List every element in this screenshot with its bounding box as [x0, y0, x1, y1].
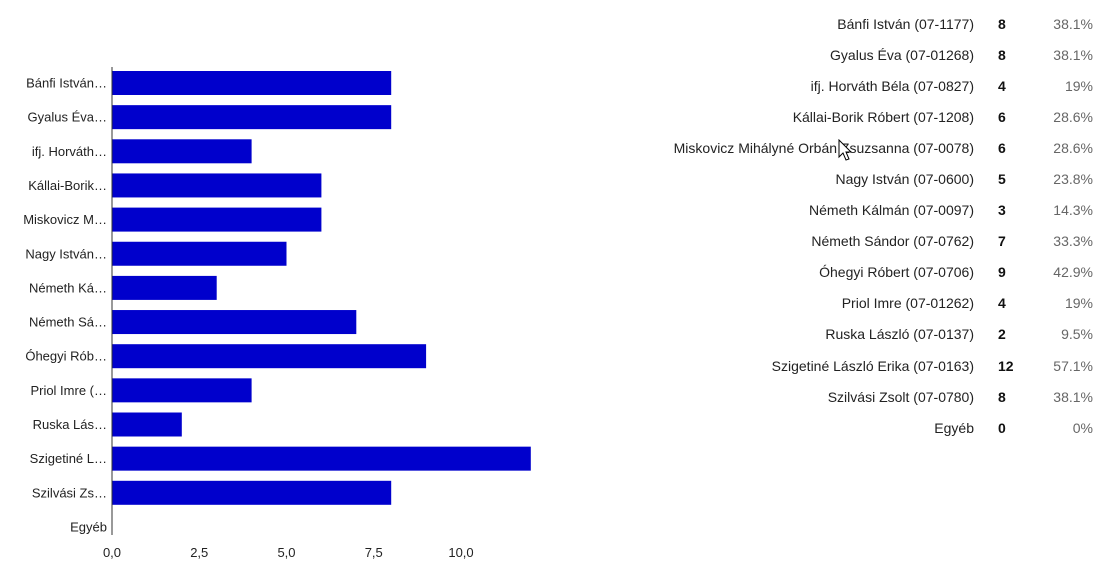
- summary-count: 6: [998, 108, 1006, 125]
- summary-count: 4: [998, 77, 1006, 94]
- bar: [112, 207, 322, 232]
- summary-count: 8: [998, 15, 1006, 32]
- summary-row: Németh Kálmán (07-0097) 3 14.3%: [560, 195, 1099, 226]
- summary-name: Nagy István (07-0600): [835, 171, 974, 188]
- bar: [112, 139, 252, 164]
- summary-count: 7: [998, 233, 1006, 250]
- category-label: Szilvási Zs…: [32, 485, 107, 500]
- category-label: Óhegyi Rób…: [25, 349, 107, 364]
- summary-row: Egyéb 0 0%: [560, 412, 1099, 443]
- summary-name: Kállai-Borik Róbert (07-1208): [792, 108, 974, 125]
- summary-percent: 19%: [1064, 77, 1093, 94]
- summary-count: 2: [998, 326, 1006, 343]
- summary-row: Óhegyi Róbert (07-0706) 9 42.9%: [560, 257, 1099, 288]
- category-label: Szigetiné L…: [30, 451, 107, 466]
- summary-name: Szilvási Zsolt (07-0780): [827, 388, 974, 405]
- mouse-pointer-icon: [838, 139, 853, 161]
- x-tick-label: 5,0: [277, 545, 295, 560]
- summary-percent: 23.8%: [1053, 171, 1093, 188]
- summary-row: Szilvási Zsolt (07-0780) 8 38.1%: [560, 381, 1099, 412]
- summary-name: Bánfi István (07-1177): [837, 15, 974, 32]
- summary-count: 9: [998, 264, 1006, 281]
- summary-row: Kállai-Borik Róbert (07-1208) 6 28.6%: [560, 101, 1099, 132]
- summary-percent: 38.1%: [1053, 15, 1093, 32]
- summary-count: 3: [998, 202, 1006, 219]
- summary-count: 8: [998, 388, 1006, 405]
- bar: [112, 412, 182, 437]
- summary-row: Priol Imre (07-01262) 4 19%: [560, 288, 1099, 319]
- x-tick-label: 7,5: [365, 545, 383, 560]
- summary-percent: 38.1%: [1053, 388, 1093, 405]
- x-tick-labels: 0,0 2,5 5,0 7,5 10,0: [103, 545, 474, 560]
- x-tick-label: 10,0: [448, 545, 473, 560]
- bar-chart: Bánfi István… Gyalus Éva… ifj. Horváth… Kál…: [23, 67, 531, 560]
- bar: [112, 480, 392, 505]
- summary-name: Óhegyi Róbert (07-0706): [819, 264, 974, 281]
- category-label: Gyalus Éva…: [28, 110, 107, 125]
- summary-name: Priol Imre (07-01262): [841, 295, 974, 312]
- bar: [112, 378, 252, 403]
- summary-row: Gyalus Éva (07-01268) 8 38.1%: [560, 39, 1099, 70]
- summary-name: ifj. Horváth Béla (07-0827): [810, 77, 974, 94]
- summary-count: 12: [998, 357, 1014, 374]
- summary-percent: 33.3%: [1053, 233, 1093, 250]
- summary-name: Ruska László (07-0137): [825, 326, 974, 343]
- summary-percent: 14.3%: [1053, 202, 1093, 219]
- bar: [112, 71, 392, 95]
- summary-row: Bánfi István (07-1177) 8 38.1%: [560, 8, 1099, 39]
- x-tick-label: 0,0: [103, 545, 121, 560]
- summary-row: Miskovicz Mihályné Orbán Zsuzsanna (07-0…: [560, 132, 1099, 163]
- summary-name: Miskovicz Mihályné Orbán Zsuzsanna (07-0…: [673, 139, 974, 156]
- x-tick-label: 2,5: [190, 545, 208, 560]
- category-label: Kállai-Borik…: [28, 178, 107, 193]
- category-labels: Bánfi István… Gyalus Éva… ifj. Horváth… Kál…: [23, 76, 107, 535]
- summary-row: Ruska László (07-0137) 2 9.5%: [560, 319, 1099, 350]
- summary-percent: 28.6%: [1053, 139, 1093, 156]
- summary-percent: 57.1%: [1053, 357, 1093, 374]
- bar: [112, 446, 531, 471]
- bar: [112, 275, 217, 300]
- summary-percent: 19%: [1064, 295, 1093, 312]
- category-label: Bánfi István…: [26, 76, 107, 91]
- summary-count: 0: [998, 419, 1006, 436]
- summary-row: ifj. Horváth Béla (07-0827) 4 19%: [560, 70, 1099, 101]
- bar: [112, 241, 287, 266]
- summary-count: 4: [998, 295, 1006, 312]
- bar: [112, 344, 427, 369]
- summary-percent: 28.6%: [1053, 108, 1093, 125]
- summary-percent: 9.5%: [1061, 326, 1093, 343]
- bar: [112, 105, 392, 130]
- summary-name: Gyalus Éva (07-01268): [830, 46, 974, 63]
- bar: [112, 173, 322, 198]
- summary-name: Németh Kálmán (07-0097): [809, 202, 974, 219]
- summary-row: Szigetiné László Erika (07-0163) 12 57.1%: [560, 350, 1099, 381]
- category-label: Németh Ká…: [29, 280, 107, 295]
- bar: [112, 310, 357, 335]
- summary-name: Egyéb: [934, 419, 974, 436]
- category-label: ifj. Horváth…: [32, 144, 107, 159]
- summary-name: Szigetiné László Erika (07-0163): [771, 357, 974, 374]
- summary-table: Bánfi István (07-1177) 8 38.1% Gyalus Éva (…: [560, 8, 1099, 443]
- category-label: Ruska Lás…: [33, 417, 107, 432]
- category-label: Németh Sá…: [29, 315, 107, 330]
- summary-row: Nagy István (07-0600) 5 23.8%: [560, 163, 1099, 194]
- summary-count: 8: [998, 46, 1006, 63]
- category-label: Priol Imre (…: [30, 383, 107, 398]
- category-label: Egyéb: [70, 519, 107, 534]
- summary-name: Németh Sándor (07-0762): [811, 233, 974, 250]
- bars: [112, 71, 531, 505]
- summary-row: Németh Sándor (07-0762) 7 33.3%: [560, 226, 1099, 257]
- category-label: Nagy István…: [25, 246, 107, 261]
- summary-percent: 0%: [1072, 419, 1093, 436]
- category-label: Miskovicz M…: [23, 212, 107, 227]
- summary-percent: 42.9%: [1053, 264, 1093, 281]
- summary-count: 6: [998, 139, 1006, 156]
- summary-count: 5: [998, 171, 1006, 188]
- summary-percent: 38.1%: [1053, 46, 1093, 63]
